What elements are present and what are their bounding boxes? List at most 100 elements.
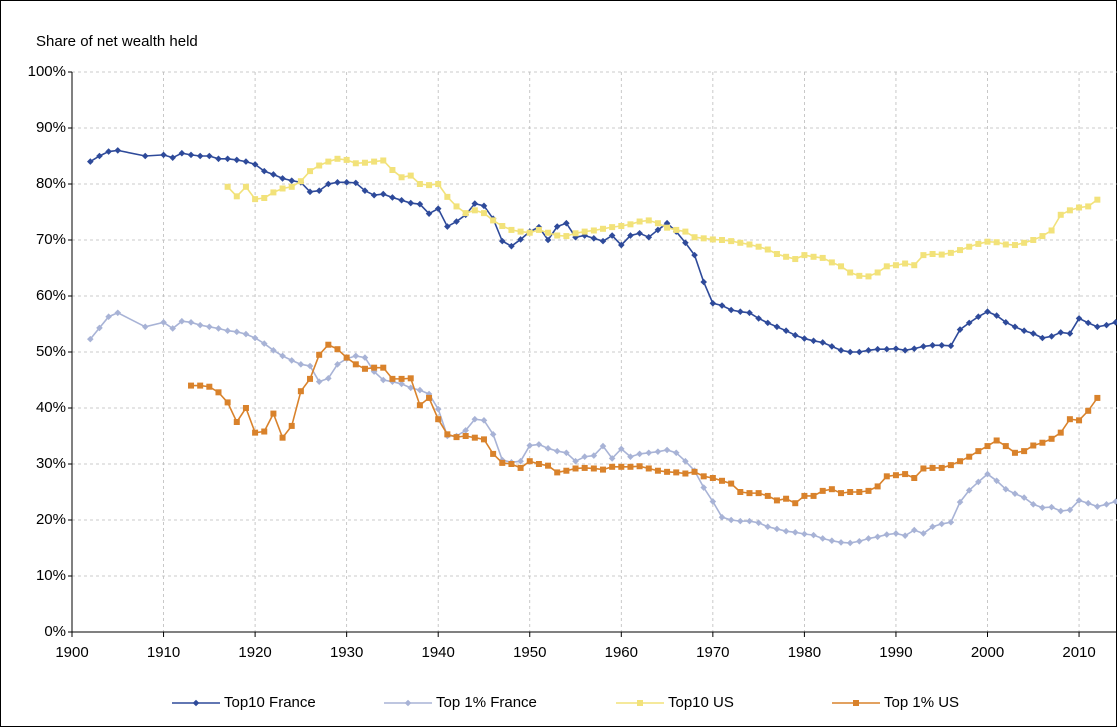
marker <box>682 457 689 465</box>
marker <box>910 526 918 534</box>
marker <box>737 308 744 315</box>
marker <box>233 156 241 164</box>
marker <box>361 159 368 166</box>
marker <box>975 448 982 455</box>
x-tick-label: 1970 <box>696 644 729 661</box>
marker <box>1011 490 1019 497</box>
marker <box>892 345 900 352</box>
marker <box>682 470 689 477</box>
marker <box>883 531 891 538</box>
marker <box>508 461 515 467</box>
marker <box>645 217 652 224</box>
marker <box>160 151 167 159</box>
marker <box>1084 319 1092 327</box>
marker <box>764 246 771 253</box>
marker <box>87 158 94 165</box>
marker <box>663 446 671 454</box>
marker <box>874 345 881 353</box>
marker <box>581 453 588 461</box>
marker <box>892 262 899 269</box>
marker <box>599 225 606 232</box>
y-tick-label: 40% <box>36 399 66 416</box>
marker <box>261 195 268 201</box>
marker <box>380 364 387 371</box>
marker <box>883 473 890 480</box>
marker <box>1066 416 1073 423</box>
marker <box>975 240 982 247</box>
marker <box>315 378 323 385</box>
marker <box>846 348 854 356</box>
marker <box>773 525 781 533</box>
marker <box>544 236 552 244</box>
marker <box>380 157 387 164</box>
marker <box>645 449 653 457</box>
marker <box>288 183 295 190</box>
marker <box>636 463 643 470</box>
marker <box>664 224 671 231</box>
marker <box>1039 504 1046 511</box>
marker <box>608 232 616 239</box>
marker <box>654 220 661 227</box>
marker <box>911 262 918 269</box>
marker <box>947 518 955 526</box>
marker <box>773 497 780 504</box>
marker <box>627 221 634 228</box>
marker <box>957 458 964 465</box>
marker <box>526 442 534 449</box>
marker <box>920 465 927 472</box>
marker <box>828 259 835 266</box>
marker <box>1011 242 1018 249</box>
marker <box>197 382 204 389</box>
marker <box>819 535 827 542</box>
marker <box>233 328 241 336</box>
marker <box>563 219 570 227</box>
marker <box>270 171 277 178</box>
marker <box>206 383 213 390</box>
marker <box>1011 449 1018 456</box>
marker <box>746 241 753 248</box>
marker <box>645 233 653 241</box>
marker <box>682 228 689 235</box>
marker <box>288 177 296 184</box>
marker <box>416 402 423 409</box>
x-tick-label: 1900 <box>55 644 88 661</box>
marker <box>1057 507 1065 515</box>
marker <box>1002 485 1010 493</box>
marker <box>206 323 213 331</box>
marker <box>1075 315 1083 322</box>
marker <box>590 465 597 472</box>
marker <box>526 458 533 465</box>
marker <box>618 241 625 249</box>
marker <box>1057 211 1064 218</box>
marker <box>700 278 707 286</box>
marker <box>755 315 762 322</box>
marker <box>664 468 671 475</box>
marker <box>1048 503 1055 511</box>
marker <box>956 326 964 333</box>
marker <box>169 325 177 332</box>
marker <box>416 386 424 394</box>
marker <box>956 498 964 506</box>
marker <box>270 189 277 196</box>
x-tick-label: 2000 <box>971 644 1004 661</box>
marker <box>901 347 909 354</box>
marker <box>371 364 378 371</box>
marker <box>215 389 222 396</box>
marker <box>471 200 479 207</box>
marker <box>599 442 607 450</box>
marker <box>453 218 460 225</box>
marker <box>627 463 634 470</box>
marker <box>801 335 808 342</box>
marker <box>343 156 350 163</box>
marker <box>1066 506 1074 514</box>
marker <box>938 251 945 258</box>
marker <box>316 162 323 169</box>
marker <box>791 331 799 339</box>
marker <box>902 260 909 267</box>
marker <box>709 299 717 307</box>
marker <box>572 457 579 465</box>
marker <box>993 239 1000 246</box>
marker <box>416 181 423 187</box>
